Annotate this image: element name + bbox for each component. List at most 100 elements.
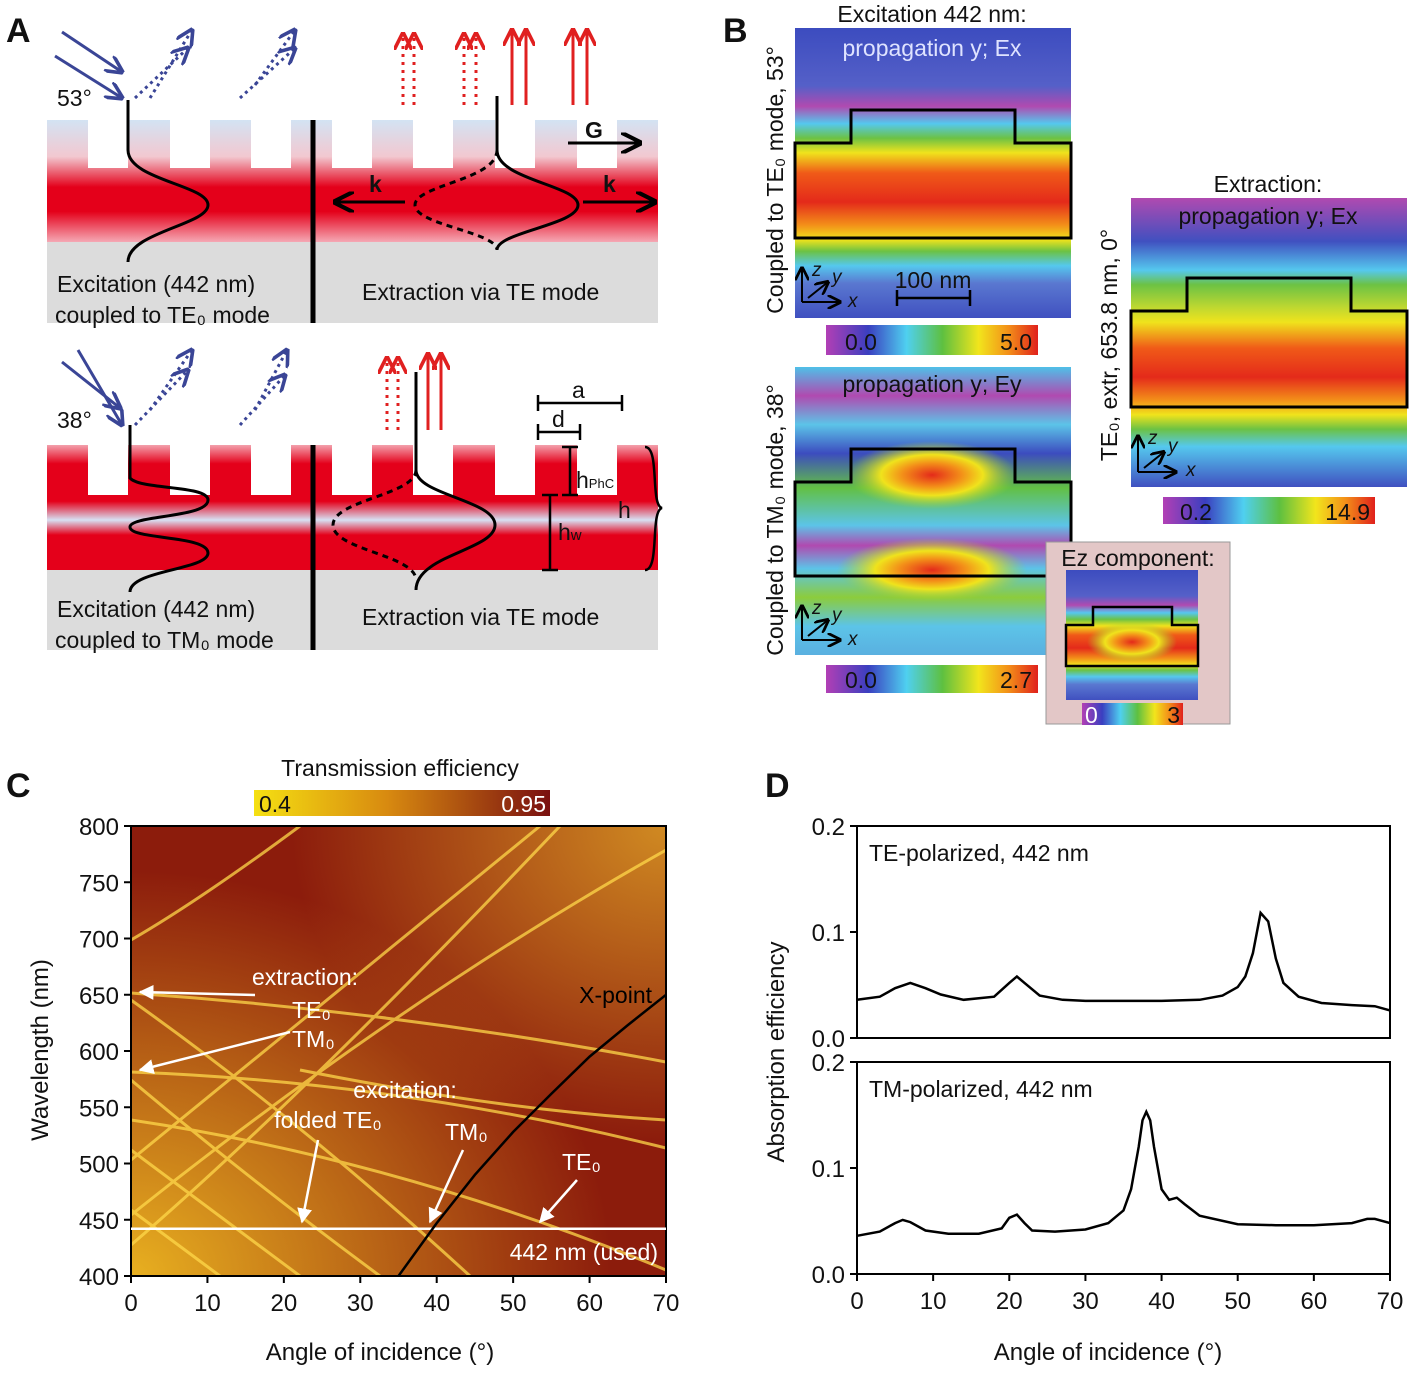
shape [148,350,192,411]
panel-title: TM-polarized, 442 nm [869,1076,1093,1102]
label: x [1185,460,1197,481]
shape [76,349,122,425]
label: Excitation (442 nm) [57,596,255,622]
label: 53° [57,85,92,111]
label: a [572,377,585,403]
label: Ez component: [1061,545,1214,571]
label: TE₀, extr, 653.8 nm, 0° [1096,229,1122,461]
y-tick-label: 400 [79,1264,119,1291]
shape [332,120,372,168]
shape [88,445,128,495]
label: Angle of incidence (°) [266,1339,494,1366]
group [387,354,441,430]
y-tick-label: 550 [79,1095,119,1122]
shape [413,149,499,251]
label: TE₀ [562,1149,601,1175]
shape [170,445,210,495]
x-tick-label: 40 [1148,1288,1175,1315]
label: y [830,605,843,626]
reference-label: 442 nm (used) [510,1239,658,1265]
label: Excitation 442 nm: [837,1,1026,27]
shape [1131,198,1407,487]
shape [1082,703,1183,725]
y-tick-label: 0.0 [812,1026,845,1053]
shape [1163,497,1375,524]
label: PhC [589,476,614,491]
panel-label: D [765,767,790,805]
x-tick-label: 60 [1301,1288,1328,1315]
shape [332,445,372,495]
shape [131,1070,666,1150]
shape [837,538,1027,602]
y-tick-label: 800 [79,814,119,841]
shape [131,1078,381,1276]
label: k [603,171,616,197]
label: 0.0 [845,329,877,355]
shape [826,325,1038,355]
group [128,372,663,593]
x-tick-label: 0 [124,1290,137,1317]
group [54,30,295,100]
shape [1064,605,1200,668]
label: h [618,497,631,523]
label: 0 [1085,702,1098,728]
label: Coupled to TM₀ mode, 38° [762,384,788,655]
series-line [856,910,1391,1012]
label: Extraction: [1214,171,1323,197]
label: x [847,629,859,650]
shape [1087,622,1177,662]
panel-d: Angle of incidence (°) Absorption effici… [763,814,1403,1366]
label: Coupled to TE₀ mode, 53° [762,46,788,314]
label: coupled to TM₀ mode [55,627,274,653]
group [126,96,655,263]
shape [297,1139,320,1224]
label: 0.4 [259,791,291,817]
label: TE₀ [292,997,331,1023]
label: propagation y; Ex [842,35,1022,61]
shape [61,30,122,72]
x-tick-label: 20 [271,1290,298,1317]
shape [126,100,210,263]
label: G [585,117,603,143]
shape [807,620,828,637]
label: h [576,467,589,493]
shape [61,360,120,408]
label: 100 nm [895,267,972,293]
label: z [1147,428,1158,449]
label: TM₀ [445,1119,488,1145]
label: y [1166,436,1179,457]
group [403,30,587,105]
shape [644,445,663,572]
y-tick-label: 600 [79,1039,119,1066]
x-tick-label: 50 [500,1290,527,1317]
label: 3 [1167,702,1180,728]
shape [251,445,291,495]
label: Absorption efficiency [763,941,790,1162]
shape [1129,276,1409,409]
shape [428,1149,465,1224]
x-tick-label: 0 [850,1288,863,1315]
shape [88,120,128,168]
group [138,984,578,1224]
shape [54,54,122,98]
y-tick-label: 500 [79,1152,119,1179]
x-tick-label: 70 [1377,1288,1404,1315]
shape [495,445,535,495]
label: y [830,267,843,288]
series-line [856,1108,1391,1238]
group [133,30,295,100]
y-tick-label: 0.2 [812,814,845,841]
label: 0.0 [845,667,877,693]
x-tick-label: 10 [194,1290,221,1317]
shape [577,445,617,495]
shape [413,120,453,168]
group [802,606,840,640]
shape [238,48,295,100]
shape [251,120,291,168]
panel-b: Excitation 442 nm: propagation y; Ex Cou… [762,1,1409,728]
shape [138,984,256,1000]
shape [793,108,1073,240]
shape [253,30,295,86]
label: 38° [57,407,92,433]
shape [131,1148,301,1276]
